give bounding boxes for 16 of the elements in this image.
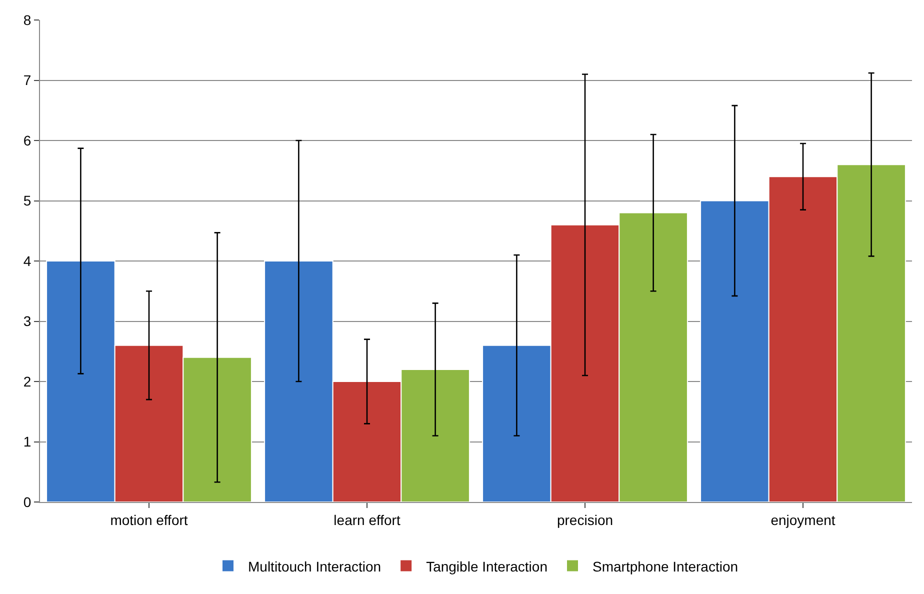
x-tick-label: motion effort xyxy=(110,512,188,528)
legend-label: Multitouch Interaction xyxy=(248,558,382,574)
legend-label: Tangible Interaction xyxy=(426,558,548,574)
y-tick-label: 0 xyxy=(23,494,32,510)
y-tick-label: 7 xyxy=(23,72,32,88)
x-tick-label: enjoyment xyxy=(770,512,836,528)
y-tick-label: 8 xyxy=(23,12,32,28)
y-tick-label: 5 xyxy=(23,192,32,209)
y-tick-label: 1 xyxy=(23,434,32,450)
y-tick-label: 2 xyxy=(23,373,32,390)
y-tick-label: 3 xyxy=(23,313,32,330)
y-tick-label: 6 xyxy=(23,132,32,148)
y-tick-label: 4 xyxy=(23,252,32,269)
x-tick-label: precision xyxy=(556,512,614,528)
x-tick-label: learn effort xyxy=(334,512,400,528)
legend-label: Smartphone Interaction xyxy=(592,558,738,574)
